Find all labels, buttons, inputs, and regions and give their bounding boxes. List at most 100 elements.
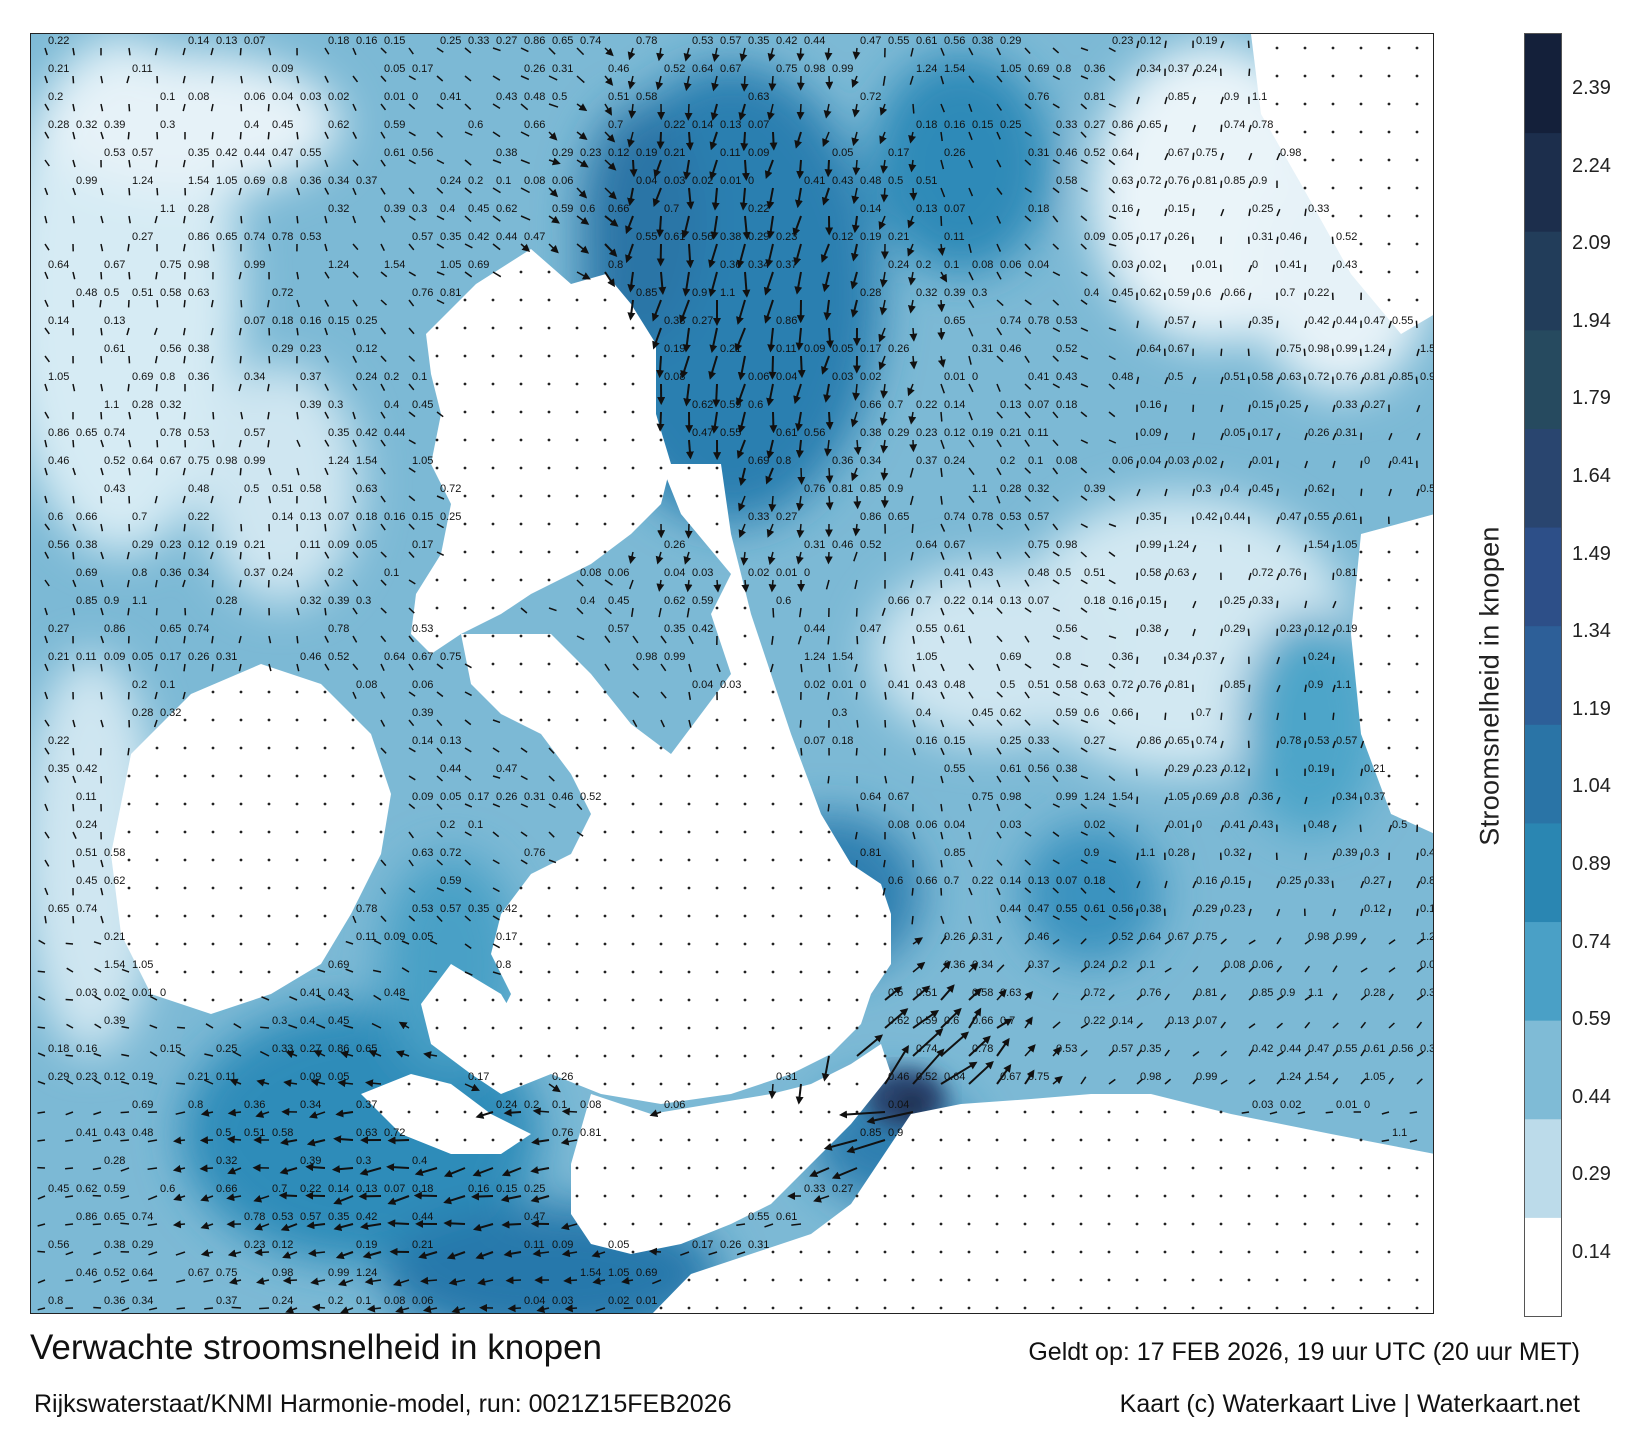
speed-label: 0.02 — [608, 1295, 629, 1307]
current-arrow — [739, 187, 748, 211]
speed-label: 0.38 — [104, 1239, 125, 1251]
speed-label: 0.41 — [1280, 259, 1301, 271]
current-arrow — [1136, 376, 1140, 385]
current-arrow — [44, 803, 49, 812]
speed-label: 0.14 — [412, 735, 433, 747]
current-arrow — [822, 271, 830, 293]
current-arrow — [1220, 124, 1223, 133]
grid-dot — [603, 354, 607, 358]
current-arrow — [1331, 880, 1334, 889]
current-arrow — [464, 159, 472, 166]
speed-label: 0.62 — [1000, 707, 1021, 719]
current-arrow — [799, 719, 802, 728]
speed-label: 0.18 — [48, 1043, 69, 1055]
speed-label: 0.52 — [580, 791, 601, 803]
current-arrow — [420, 1276, 438, 1285]
current-arrow — [408, 327, 415, 335]
current-arrow — [1136, 488, 1141, 497]
grid-dot — [547, 662, 551, 666]
grid-dot — [1359, 550, 1363, 554]
current-arrow — [436, 663, 444, 670]
speed-label: 0.42 — [776, 35, 797, 47]
current-arrow — [1304, 965, 1311, 973]
speed-label: 0.63 — [1280, 371, 1301, 383]
current-arrow — [72, 523, 77, 532]
current-arrow — [268, 75, 272, 84]
current-arrow — [280, 1137, 298, 1146]
speed-label: 1.05 — [440, 259, 461, 271]
speed-label: 0.35 — [664, 623, 685, 635]
current-arrow — [795, 495, 804, 512]
current-arrow — [968, 663, 975, 671]
grid-dot — [519, 354, 523, 358]
speed-label: 0.41 — [440, 91, 461, 103]
speed-label: 0.33 — [1252, 595, 1273, 607]
current-arrow — [352, 607, 358, 615]
current-arrow — [520, 215, 531, 221]
speed-label: 0.86 — [328, 1043, 349, 1055]
current-arrow — [154, 523, 158, 532]
grid-dot — [1331, 158, 1335, 162]
grid-dot — [463, 298, 467, 302]
current-arrow — [1360, 460, 1363, 469]
grid-dot — [575, 438, 579, 442]
speed-label: 0.06 — [748, 371, 769, 383]
grid-dot — [1359, 46, 1363, 50]
grid-dot — [1051, 1166, 1055, 1170]
current-arrow — [1388, 320, 1393, 329]
current-arrow — [492, 887, 500, 893]
current-arrow — [764, 1223, 774, 1228]
speed-label: 0.03 — [692, 567, 713, 579]
speed-label: 0.61 — [664, 231, 685, 243]
current-arrow — [120, 1111, 130, 1114]
current-arrow — [604, 663, 611, 672]
grid-dot — [547, 914, 551, 918]
current-arrow — [1332, 320, 1336, 329]
current-arrow — [794, 187, 803, 209]
current-arrow — [1108, 579, 1116, 585]
current-arrow — [1388, 824, 1393, 833]
current-arrow — [548, 131, 558, 141]
current-arrow — [912, 103, 915, 114]
grid-dot — [687, 774, 691, 778]
current-arrow — [940, 960, 951, 973]
current-arrow — [1164, 208, 1168, 217]
speed-label: 0.53 — [104, 147, 125, 159]
current-arrow — [280, 1223, 298, 1232]
speed-label: 0.62 — [1308, 483, 1329, 495]
current-arrow — [793, 243, 802, 266]
speed-label: 0.64 — [692, 63, 713, 75]
speed-label: 0.81 — [1364, 371, 1385, 383]
current-arrow — [1415, 320, 1418, 329]
speed-label: 0.48 — [384, 987, 405, 999]
current-arrow — [1080, 103, 1088, 110]
current-arrow — [155, 635, 158, 644]
current-arrow — [128, 159, 131, 168]
grid-dot — [659, 802, 663, 806]
current-arrow — [908, 131, 916, 144]
current-arrow — [708, 355, 718, 380]
current-arrow — [268, 495, 272, 504]
current-arrow — [968, 159, 974, 169]
current-arrow — [72, 383, 76, 392]
grid-dot — [1387, 158, 1391, 162]
speed-label: 0.7 — [664, 203, 679, 215]
current-arrow — [656, 47, 665, 62]
current-arrow — [880, 159, 889, 174]
current-arrow — [464, 75, 472, 82]
speed-label: 0.42 — [692, 623, 713, 635]
grid-dot — [491, 410, 495, 414]
current-arrow — [685, 131, 694, 151]
current-arrow — [128, 103, 131, 112]
current-arrow — [211, 663, 214, 672]
current-arrow — [909, 327, 918, 342]
current-arrow — [1332, 1022, 1339, 1029]
grid-dot — [1303, 1222, 1307, 1226]
current-arrow — [344, 995, 354, 1001]
speed-label: 0.44 — [496, 231, 517, 243]
current-arrow — [408, 579, 416, 585]
current-arrow — [1276, 937, 1282, 945]
grid-dot — [743, 802, 747, 806]
grid-dot — [1107, 1222, 1111, 1226]
speed-label: 0.47 — [524, 1211, 545, 1223]
